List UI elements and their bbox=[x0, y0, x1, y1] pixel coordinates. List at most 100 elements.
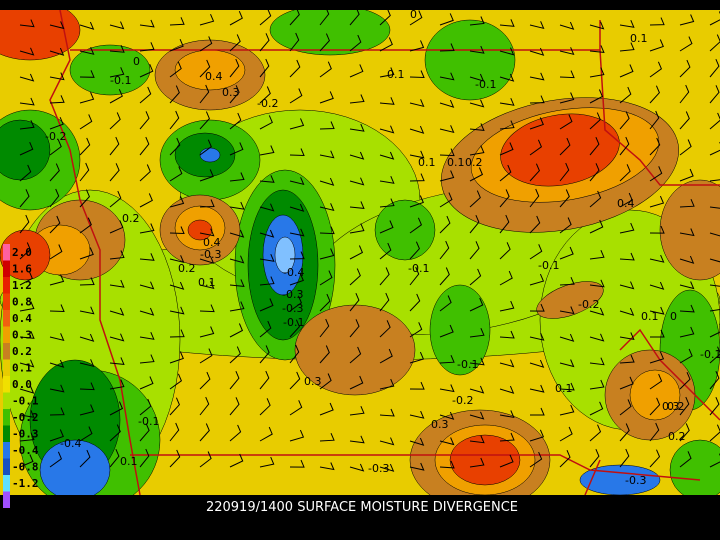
wind-barb bbox=[259, 33, 270, 52]
wind-barb bbox=[109, 401, 124, 416]
wind-barb bbox=[409, 150, 425, 159]
wind-barb bbox=[649, 39, 664, 52]
wind-barb bbox=[289, 148, 305, 157]
scale-swatch bbox=[3, 458, 10, 475]
wind-barb bbox=[289, 273, 304, 286]
wind-barb bbox=[319, 433, 335, 442]
wind-barb bbox=[379, 437, 395, 446]
contour-label: -0.1 bbox=[110, 74, 131, 87]
contour-region bbox=[374, 199, 436, 261]
wind-barb bbox=[259, 229, 275, 238]
wind-barb bbox=[649, 166, 663, 182]
wind-barb bbox=[709, 141, 720, 156]
contour-label: 0.1 bbox=[198, 276, 216, 289]
wind-barb bbox=[499, 47, 515, 56]
wind-barb bbox=[469, 167, 484, 182]
wind-barb bbox=[319, 121, 335, 130]
wind-barb bbox=[709, 453, 720, 468]
wind-barb bbox=[139, 42, 155, 52]
wind-barb bbox=[79, 21, 95, 30]
contour-label: -0.1 bbox=[475, 78, 496, 91]
contour-region bbox=[199, 147, 221, 163]
wind-barb bbox=[19, 97, 35, 106]
wind-barb bbox=[139, 111, 150, 130]
contour-label: 0.2 bbox=[465, 156, 483, 169]
scale-label: -0.2 bbox=[12, 411, 39, 424]
wind-barb bbox=[559, 306, 575, 315]
wind-barb bbox=[169, 226, 185, 235]
wind-barb bbox=[229, 201, 245, 210]
wind-barb bbox=[79, 449, 91, 468]
wind-barb bbox=[199, 199, 215, 208]
wind-barb bbox=[349, 375, 364, 390]
contour-label: -0.1 bbox=[538, 259, 559, 272]
wind-barb bbox=[439, 295, 452, 312]
contour-region bbox=[500, 113, 620, 187]
wind-barb bbox=[19, 120, 35, 130]
wind-barb bbox=[409, 217, 423, 234]
wind-barb bbox=[79, 70, 95, 78]
wind-barb bbox=[199, 396, 210, 416]
wind-barb bbox=[139, 423, 150, 442]
contour-labels: 0.10-0.2-0.10.20.40.30.10.1-0.1-0.20.10-… bbox=[45, 8, 720, 487]
wind-barb bbox=[19, 73, 35, 82]
scale-label: 0.1 bbox=[12, 362, 32, 375]
scale-label: -1.2 bbox=[12, 477, 39, 490]
wind-barb bbox=[439, 43, 455, 52]
wind-barb bbox=[319, 91, 334, 104]
wind-barb bbox=[169, 61, 182, 78]
wind-barb bbox=[409, 99, 425, 108]
wind-barb bbox=[19, 214, 30, 234]
contour-label: 0.1 bbox=[641, 310, 659, 323]
wind-barb bbox=[199, 371, 211, 390]
wind-barb bbox=[559, 92, 575, 104]
wind-barb bbox=[199, 84, 210, 104]
wind-barb bbox=[439, 148, 455, 157]
wind-barb bbox=[109, 67, 125, 78]
wind-barb bbox=[289, 32, 300, 52]
wind-barb bbox=[289, 59, 301, 78]
wind-barb bbox=[319, 345, 330, 364]
wind-barb bbox=[349, 293, 360, 312]
wind-barb bbox=[19, 454, 34, 468]
wind-barb bbox=[139, 253, 155, 261]
wind-barb bbox=[79, 333, 95, 342]
wind-barb bbox=[559, 162, 570, 182]
wind-barb bbox=[529, 384, 545, 393]
wind-barb bbox=[259, 320, 272, 338]
wind-barb bbox=[169, 39, 184, 52]
wind-barb bbox=[289, 319, 300, 338]
wind-barb bbox=[19, 385, 35, 394]
wind-barb bbox=[679, 255, 695, 264]
wind-barb bbox=[199, 348, 213, 364]
wind-barb bbox=[409, 322, 423, 338]
wind-barb bbox=[679, 281, 695, 290]
wind-barb bbox=[19, 271, 33, 286]
wind-barb bbox=[499, 300, 515, 312]
wind-barb bbox=[379, 378, 395, 390]
field bbox=[0, 10, 720, 495]
wind-barb bbox=[289, 400, 303, 416]
contour-label: -0.2 bbox=[257, 97, 278, 110]
wind-barb bbox=[109, 45, 125, 53]
scale-swatch bbox=[3, 277, 10, 294]
wind-barb bbox=[259, 254, 275, 262]
wind-barb bbox=[469, 190, 481, 208]
wind-barb bbox=[109, 190, 122, 208]
wind-barb bbox=[169, 255, 185, 264]
wind-barb bbox=[619, 448, 630, 468]
wind-barb bbox=[439, 13, 454, 26]
wind-barb bbox=[619, 111, 630, 130]
wind-barb bbox=[709, 85, 720, 104]
wind-barb bbox=[139, 376, 154, 390]
wind-barb bbox=[679, 111, 690, 130]
wind-barb bbox=[530, 407, 545, 416]
scale-swatch bbox=[3, 442, 10, 459]
contour-label: 0.2 bbox=[668, 430, 686, 443]
wind-barb bbox=[709, 206, 720, 209]
wind-barb bbox=[229, 453, 244, 468]
wind-barb bbox=[469, 16, 485, 26]
wind-barb bbox=[169, 137, 181, 156]
wind-barb bbox=[650, 329, 665, 338]
wind-barb bbox=[529, 429, 545, 442]
